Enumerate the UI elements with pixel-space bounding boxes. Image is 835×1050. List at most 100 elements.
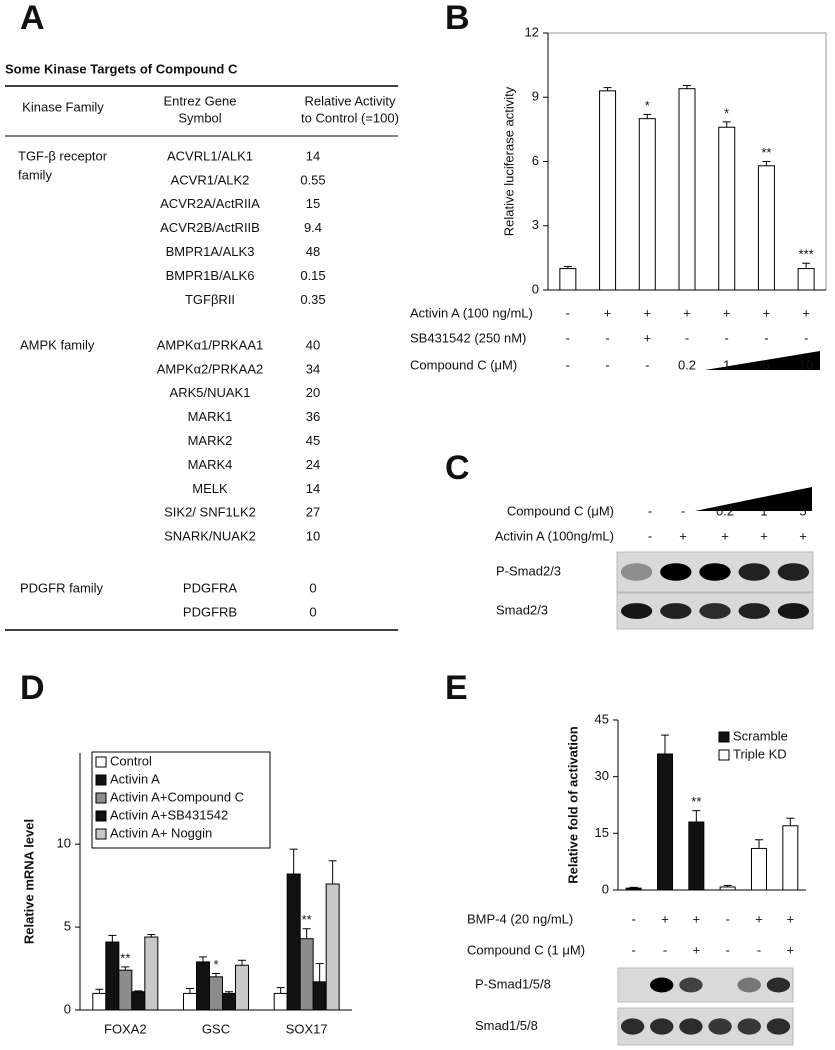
condition-mark: +	[787, 942, 795, 957]
blot-band	[766, 977, 791, 993]
relative-activity: 20	[306, 385, 320, 400]
dose-wedge	[695, 487, 812, 511]
gene-symbol: ACVR1/ALK2	[171, 172, 250, 187]
bar	[118, 969, 133, 1011]
bar	[325, 883, 340, 1011]
kinase-family: TGF-β receptor	[18, 148, 108, 163]
blot-band	[777, 563, 810, 581]
condition-mark: 1	[760, 503, 767, 518]
blot-band	[620, 1018, 645, 1035]
bar	[235, 964, 249, 1011]
significance-label: *	[724, 105, 729, 120]
y-tick-label: 9	[532, 89, 539, 104]
y-tick-label: 10	[57, 836, 71, 851]
blot-band	[679, 1018, 703, 1035]
condition-label: Compound C (μM)	[507, 503, 614, 518]
blot-band	[777, 603, 810, 619]
x-tick-label: SOX17	[286, 1021, 328, 1036]
condition-mark: +	[679, 528, 687, 543]
bar	[131, 991, 146, 1011]
condition-mark: -	[725, 942, 729, 957]
gene-symbol: BMPR1B/ALK6	[166, 268, 255, 283]
bar	[688, 821, 705, 891]
gene-symbol: SNARK/NUAK2	[164, 529, 256, 544]
y-tick-label: 3	[532, 217, 539, 232]
blot-band	[699, 563, 731, 581]
blot-label: P-Smad2/3	[496, 563, 561, 578]
gene-symbol: SIK2/ SNF1LK2	[164, 505, 256, 520]
relative-activity: 0.55	[300, 172, 325, 187]
bar	[678, 88, 696, 291]
gene-symbol: MELK	[192, 481, 228, 496]
table-header: Entrez Gene	[164, 93, 237, 108]
condition-mark: +	[787, 911, 795, 926]
condition-mark: +	[760, 528, 768, 543]
bar	[782, 825, 799, 891]
panel-letter: A	[20, 0, 45, 37]
condition-mark: +	[802, 305, 810, 320]
bar	[92, 992, 107, 1011]
blot-band	[660, 603, 692, 619]
condition-mark: -	[663, 942, 667, 957]
gene-symbol: AMPKα1/PRKAA1	[157, 337, 264, 352]
bar	[183, 992, 197, 1011]
y-tick-label: 5	[64, 919, 71, 934]
gene-symbol: MARK2	[188, 433, 233, 448]
gene-symbol: ACVR2A/ActRIIA	[160, 196, 260, 211]
condition-mark: +	[643, 330, 651, 345]
bar	[559, 268, 577, 291]
y-tick-label: 0	[602, 881, 609, 896]
blot-band	[766, 1018, 791, 1035]
y-axis-label: Relative mRNA level	[21, 819, 36, 944]
relative-activity: 45	[306, 433, 320, 448]
condition-mark: -	[764, 330, 768, 345]
x-tick-label: GSC	[202, 1021, 230, 1036]
bar	[105, 941, 120, 1011]
table-header: to Control (=100)	[301, 110, 399, 125]
gene-symbol: PDGFRA	[183, 580, 238, 595]
condition-label: Compound C (1 μM)	[467, 942, 585, 957]
bar	[222, 992, 236, 1011]
relative-activity: 0	[309, 604, 316, 619]
legend-label: Control	[110, 753, 152, 768]
bar	[719, 886, 736, 891]
relative-activity: 0.15	[300, 268, 325, 283]
relative-activity: 27	[306, 505, 320, 520]
x-tick-label: FOXA2	[104, 1021, 147, 1036]
table-header: Symbol	[178, 110, 221, 125]
bar	[273, 992, 288, 1011]
bar	[757, 165, 775, 291]
condition-mark: +	[661, 911, 669, 926]
panel-letter: C	[445, 449, 470, 487]
legend-swatch	[718, 749, 730, 761]
significance-label: **	[302, 912, 312, 927]
bar	[299, 938, 314, 1011]
blot-band	[737, 977, 761, 993]
legend-label: Scramble	[733, 728, 788, 743]
condition-mark: 0.2	[716, 503, 734, 518]
condition-label: SB431542 (250 nM)	[410, 330, 526, 345]
bar	[312, 981, 327, 1011]
bar	[286, 873, 301, 1011]
bar	[657, 753, 673, 891]
bar	[751, 847, 767, 891]
blot-band	[620, 603, 653, 619]
y-axis-label: Relative fold of activation	[565, 726, 580, 884]
legend-label: Activin A+ Noggin	[110, 825, 212, 840]
condition-mark: +	[799, 528, 807, 543]
condition-mark: +	[755, 911, 763, 926]
condition-label: Compound C (μM)	[410, 357, 517, 372]
significance-label: *	[645, 98, 650, 113]
y-axis-label: Relative luciferase activity	[501, 86, 516, 236]
y-tick-label: 6	[532, 153, 539, 168]
panel-letter: D	[20, 669, 45, 707]
condition-mark: 5	[763, 357, 770, 372]
legend-swatch	[95, 810, 107, 822]
bar	[196, 961, 210, 1011]
table-title: Some Kinase Targets of Compound C	[5, 61, 238, 76]
panel-letter: E	[445, 669, 468, 707]
blot-band	[620, 563, 653, 581]
kinase-family: PDGFR family	[20, 580, 104, 595]
bar	[625, 887, 642, 891]
